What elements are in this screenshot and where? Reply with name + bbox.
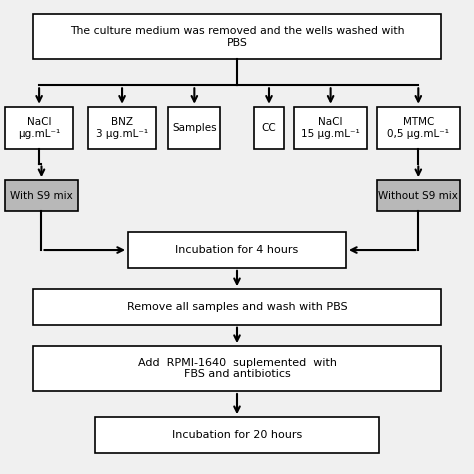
Text: MTMC
0,5 µg.mL⁻¹: MTMC 0,5 µg.mL⁻¹ — [387, 117, 449, 139]
FancyBboxPatch shape — [33, 14, 441, 59]
FancyBboxPatch shape — [128, 232, 346, 268]
FancyBboxPatch shape — [377, 107, 460, 149]
Text: Add  RPMI-1640  suplemented  with
FBS and antibiotics: Add RPMI-1640 suplemented with FBS and a… — [137, 358, 337, 379]
FancyBboxPatch shape — [95, 417, 379, 453]
FancyBboxPatch shape — [5, 107, 73, 149]
Text: Incubation for 20 hours: Incubation for 20 hours — [172, 430, 302, 440]
Text: BNZ
3 µg.mL⁻¹: BNZ 3 µg.mL⁻¹ — [96, 117, 148, 139]
Text: Remove all samples and wash with PBS: Remove all samples and wash with PBS — [127, 302, 347, 312]
FancyBboxPatch shape — [254, 107, 284, 149]
FancyBboxPatch shape — [377, 180, 460, 211]
Text: Samples: Samples — [172, 123, 217, 133]
FancyBboxPatch shape — [5, 180, 78, 211]
FancyBboxPatch shape — [88, 107, 156, 149]
FancyBboxPatch shape — [168, 107, 220, 149]
Text: With S9 mix: With S9 mix — [10, 191, 73, 201]
Text: Incubation for 4 hours: Incubation for 4 hours — [175, 245, 299, 255]
Text: NaCl
µg.mL⁻¹: NaCl µg.mL⁻¹ — [18, 117, 60, 139]
Text: NaCl
15 µg.mL⁻¹: NaCl 15 µg.mL⁻¹ — [301, 117, 360, 139]
FancyBboxPatch shape — [33, 289, 441, 325]
FancyBboxPatch shape — [33, 346, 441, 391]
Text: CC: CC — [262, 123, 276, 133]
Text: Without S9 mix: Without S9 mix — [378, 191, 458, 201]
Text: The culture medium was removed and the wells washed with
PBS: The culture medium was removed and the w… — [70, 26, 404, 47]
FancyBboxPatch shape — [294, 107, 367, 149]
